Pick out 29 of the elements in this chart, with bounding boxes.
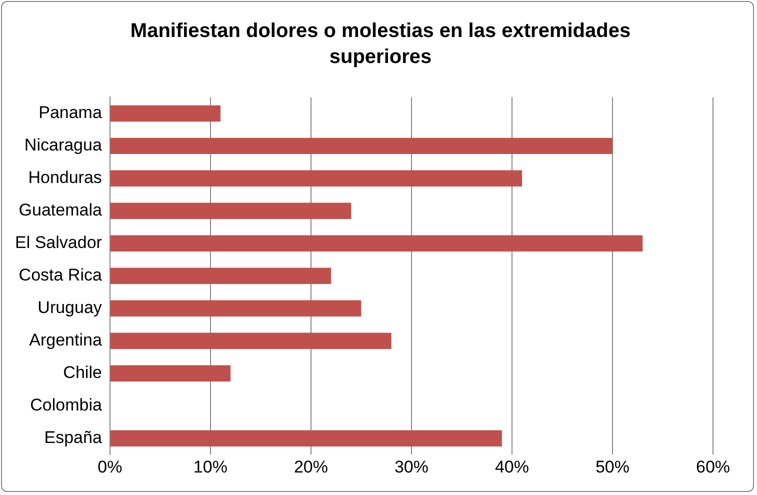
bar <box>110 202 352 220</box>
bar <box>110 300 362 317</box>
bar <box>110 170 522 187</box>
x-tick-label: 50% <box>595 457 630 476</box>
y-tick-label: España <box>44 428 102 448</box>
x-tick-label: 10% <box>193 457 228 476</box>
y-tick-label: Guatemala <box>18 200 102 220</box>
bar <box>110 430 502 446</box>
x-tick-label: 0% <box>98 457 122 476</box>
y-tick-label: Chile <box>63 363 102 382</box>
bar <box>110 235 643 252</box>
y-tick-label: El Salvador <box>14 233 102 252</box>
bar <box>110 332 392 350</box>
y-tick-label: Colombia <box>30 396 102 415</box>
y-tick-label: Nicaragua <box>24 136 102 155</box>
x-tick-label: 40% <box>494 457 529 476</box>
y-tick-label: Uruguay <box>38 298 102 318</box>
bar <box>110 105 220 122</box>
y-tick-label: Panama <box>38 103 102 122</box>
bar <box>110 268 332 284</box>
chart-title: Manifiestan dolores o molestias en las extremidades superiores <box>129 19 632 70</box>
bar <box>110 138 612 154</box>
bar <box>110 365 231 382</box>
x-tick-label: 60% <box>696 457 730 476</box>
x-tick-label: 20% <box>294 457 328 476</box>
x-tick-label: 30% <box>394 457 428 476</box>
y-tick-label: Honduras <box>28 168 102 188</box>
y-tick-label: Costa Rica <box>18 266 102 285</box>
y-tick-label: Argentina <box>29 330 102 350</box>
